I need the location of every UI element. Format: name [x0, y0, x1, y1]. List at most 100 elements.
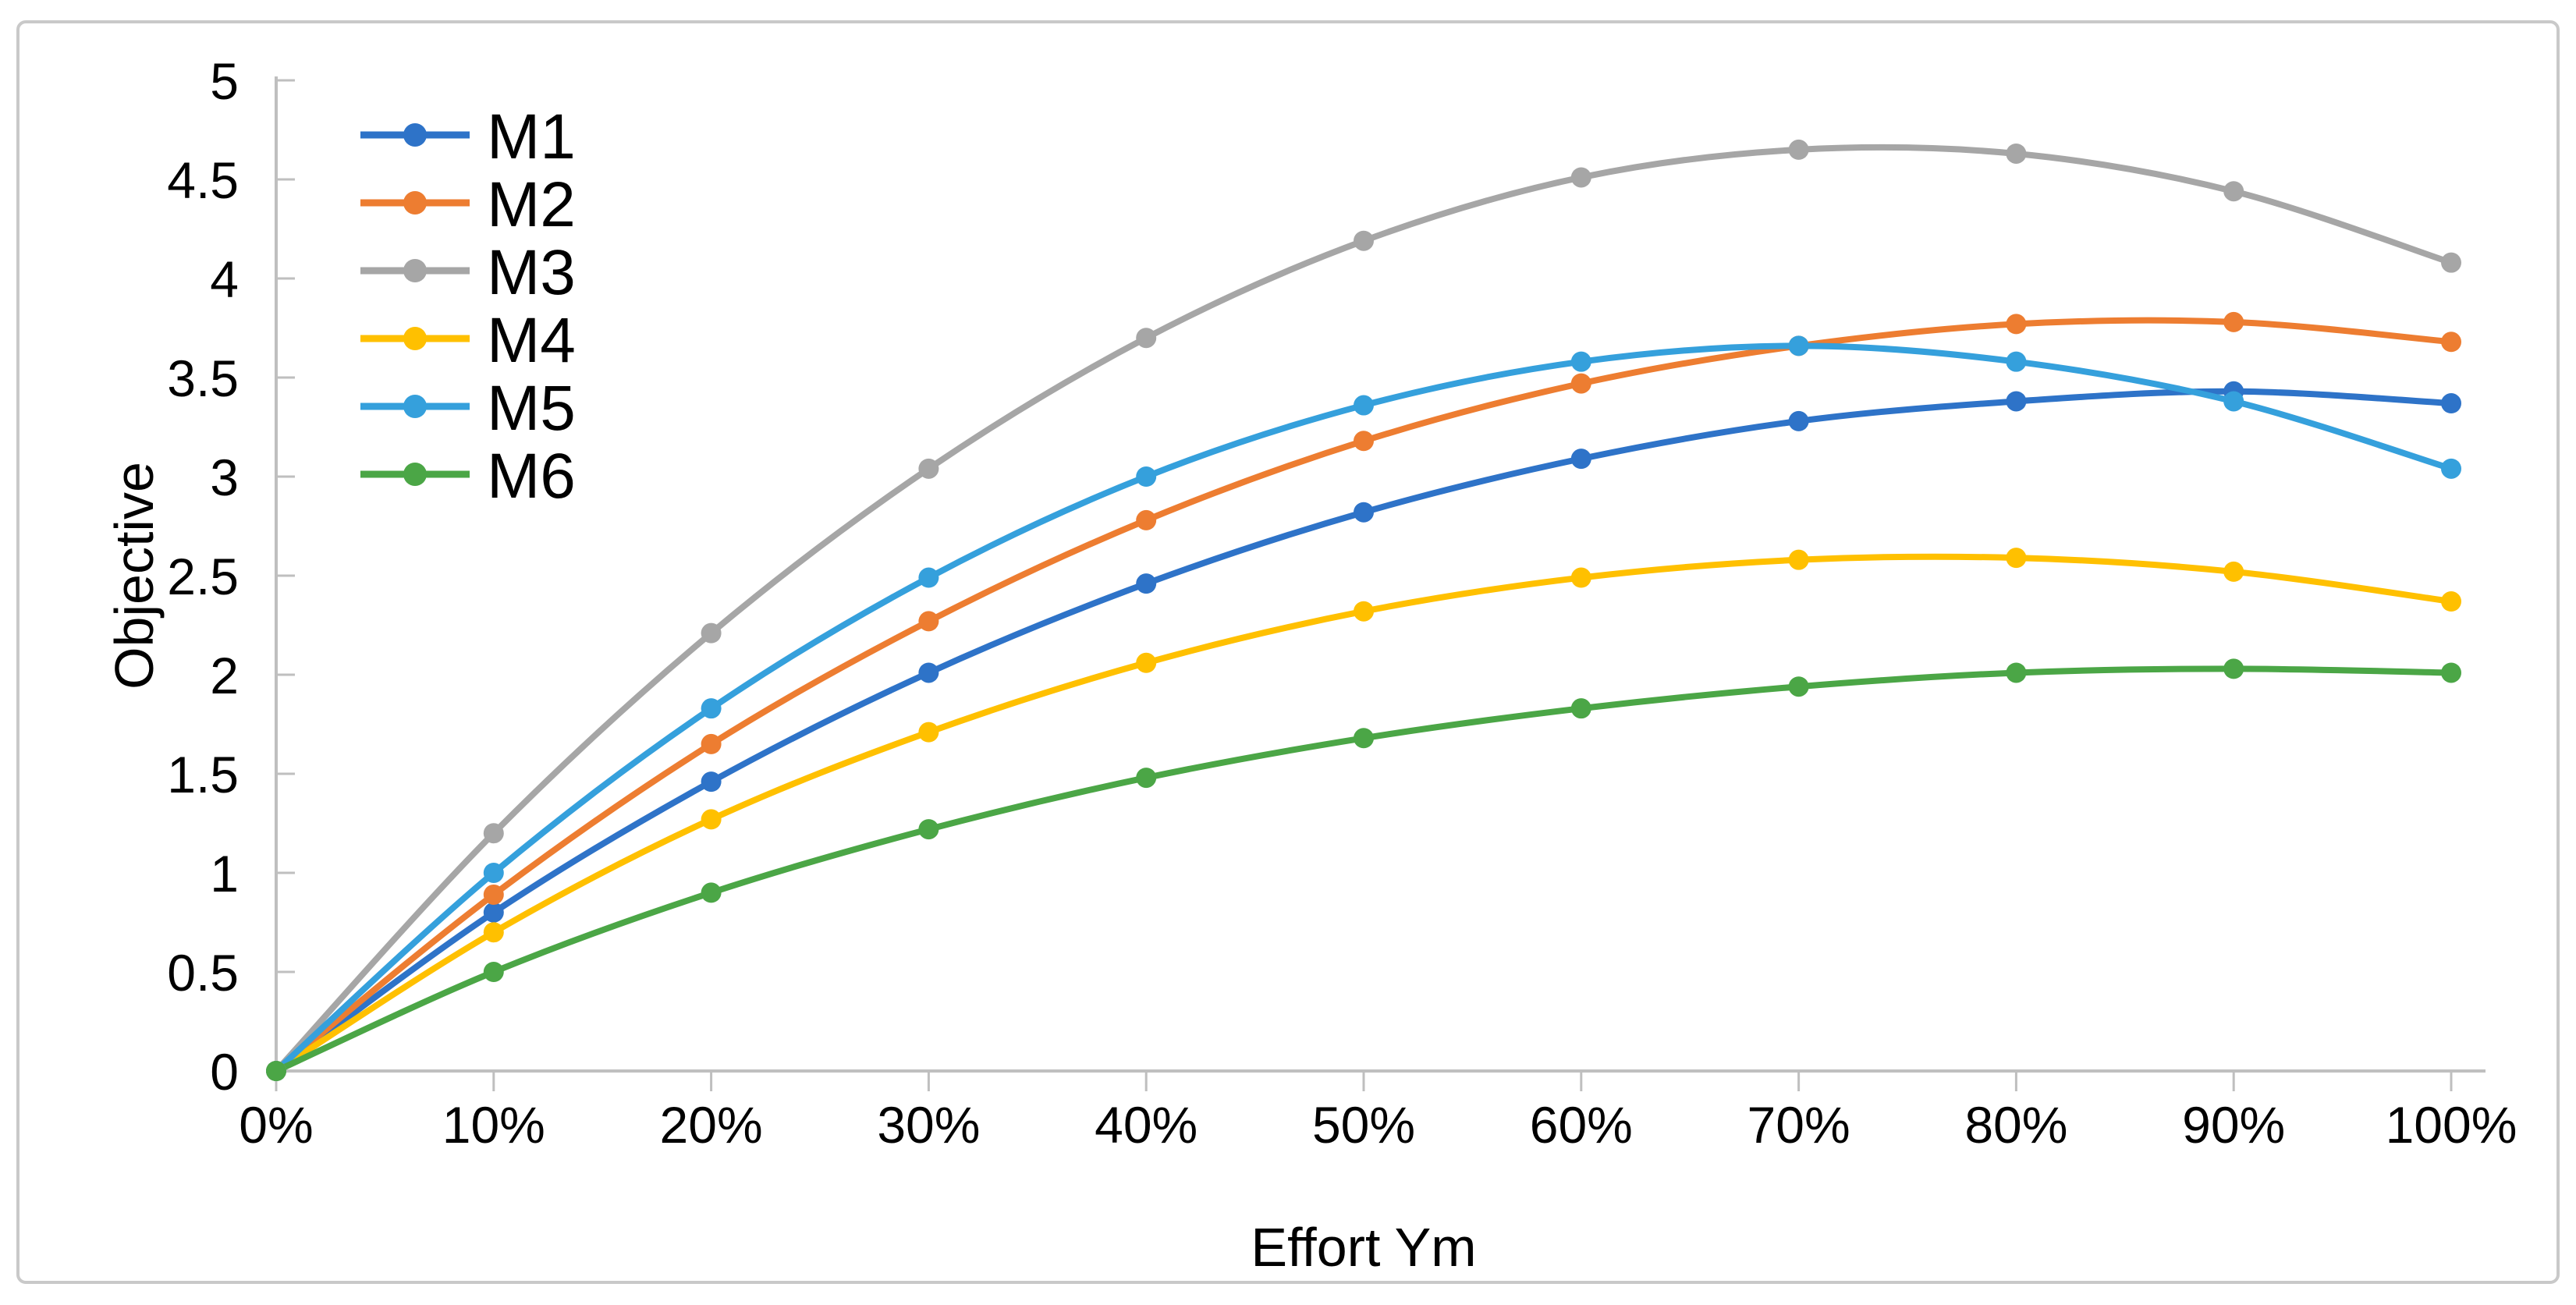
data-point-m5 — [1788, 335, 1809, 356]
data-point-m6 — [2441, 662, 2461, 683]
data-point-m2 — [2223, 311, 2244, 332]
legend-marker-dot — [403, 259, 427, 282]
legend-label: M5 — [487, 373, 576, 444]
data-point-m6 — [1788, 676, 1809, 697]
x-tick-label: 10% — [442, 1096, 545, 1154]
x-tick-label: 40% — [1095, 1096, 1198, 1154]
data-point-m3 — [483, 823, 504, 844]
legend-label: M3 — [487, 237, 576, 308]
legend-item-m5: M5 — [360, 373, 576, 444]
y-axis-title: Objective — [104, 462, 165, 690]
y-tick-label: 0.5 — [167, 944, 239, 1002]
data-point-m4 — [2006, 548, 2027, 569]
data-point-m6 — [2006, 662, 2027, 683]
data-point-m2 — [483, 884, 504, 905]
legend-marker-dot — [403, 463, 427, 486]
data-point-m1 — [1354, 502, 1374, 523]
data-point-m3 — [1570, 167, 1591, 188]
y-tick-label: 2 — [210, 647, 239, 704]
data-point-m1 — [483, 902, 504, 923]
series-m4-markers — [266, 548, 2461, 1081]
data-point-m5 — [1136, 466, 1157, 487]
data-point-m3 — [2223, 181, 2244, 202]
data-point-m6 — [918, 819, 939, 840]
data-point-m4 — [701, 809, 722, 830]
series-m1-line — [273, 388, 2454, 1074]
data-point-m4 — [1788, 549, 1809, 570]
data-point-m4 — [1354, 601, 1374, 622]
legend-item-m4: M4 — [360, 305, 576, 376]
y-tick-label: 1 — [210, 845, 239, 903]
data-point-m5 — [483, 863, 504, 883]
data-point-m1 — [2441, 393, 2461, 414]
series-m3-line — [273, 144, 2454, 1074]
x-tick-label: 20% — [660, 1096, 763, 1154]
data-point-m1 — [1788, 410, 1809, 431]
data-point-m3 — [1788, 139, 1809, 160]
data-point-m4 — [1570, 567, 1591, 588]
data-point-m2 — [701, 733, 722, 754]
x-tick-label: 100% — [2386, 1096, 2517, 1154]
data-point-m3 — [1136, 328, 1157, 349]
y-tick-label: 0 — [210, 1043, 239, 1101]
data-point-m4 — [2441, 591, 2461, 612]
data-point-m1 — [1570, 449, 1591, 470]
legend-item-m3: M3 — [360, 237, 576, 308]
data-point-m2 — [1354, 431, 1374, 452]
legend-item-m6: M6 — [360, 441, 576, 512]
data-point-m1 — [2006, 391, 2027, 412]
y-tick-label: 3.5 — [167, 349, 239, 407]
legend-label: M2 — [487, 169, 576, 240]
data-point-m6 — [266, 1061, 286, 1081]
legend-label: M1 — [487, 101, 576, 172]
data-point-m1 — [1136, 573, 1157, 594]
legend-marker-dot — [403, 123, 427, 147]
legend-item-m2: M2 — [360, 169, 576, 240]
data-point-m2 — [918, 611, 939, 632]
x-tick-label: 30% — [877, 1096, 980, 1154]
data-point-m5 — [701, 698, 722, 719]
legend-item-m1: M1 — [360, 101, 576, 172]
series-m4-line — [273, 553, 2454, 1074]
y-tick-label: 4.5 — [167, 151, 239, 209]
data-point-m6 — [701, 882, 722, 903]
y-tick-label: 2.5 — [167, 548, 239, 605]
data-point-m4 — [2223, 561, 2244, 582]
x-tick-label: 90% — [2182, 1096, 2285, 1154]
x-tick-label: 50% — [1312, 1096, 1415, 1154]
legend-label: M6 — [487, 441, 576, 512]
y-tick-label: 3 — [210, 449, 239, 506]
data-point-m1 — [701, 771, 722, 793]
y-tick-label: 1.5 — [167, 746, 239, 803]
data-point-m4 — [1136, 652, 1157, 673]
x-tick-label: 60% — [1530, 1096, 1633, 1154]
data-point-m6 — [483, 962, 504, 982]
data-point-m5 — [1354, 395, 1374, 416]
data-point-m2 — [2441, 332, 2461, 353]
legend-marker-dot — [403, 327, 427, 350]
x-axis-title: Effort Ym — [1251, 1217, 1476, 1278]
data-point-m3 — [918, 458, 939, 479]
x-tick-label: 0% — [239, 1096, 313, 1154]
data-point-m2 — [1570, 373, 1591, 394]
data-point-m5 — [918, 567, 939, 588]
data-point-m5 — [2441, 458, 2461, 479]
series-m2-line — [273, 317, 2454, 1074]
data-point-m5 — [2223, 391, 2244, 412]
legend-marker-dot — [403, 191, 427, 215]
legend-label: M4 — [487, 305, 576, 376]
data-point-m5 — [1570, 351, 1591, 372]
data-point-m2 — [1136, 509, 1157, 530]
data-point-m2 — [2006, 314, 2027, 335]
data-point-m6 — [2223, 658, 2244, 679]
data-point-m6 — [1136, 768, 1157, 789]
data-point-m3 — [2006, 143, 2027, 164]
data-point-m6 — [1570, 698, 1591, 719]
data-point-m5 — [2006, 351, 2027, 372]
y-tick-label: 4 — [210, 250, 239, 308]
x-tick-label: 70% — [1747, 1096, 1850, 1154]
